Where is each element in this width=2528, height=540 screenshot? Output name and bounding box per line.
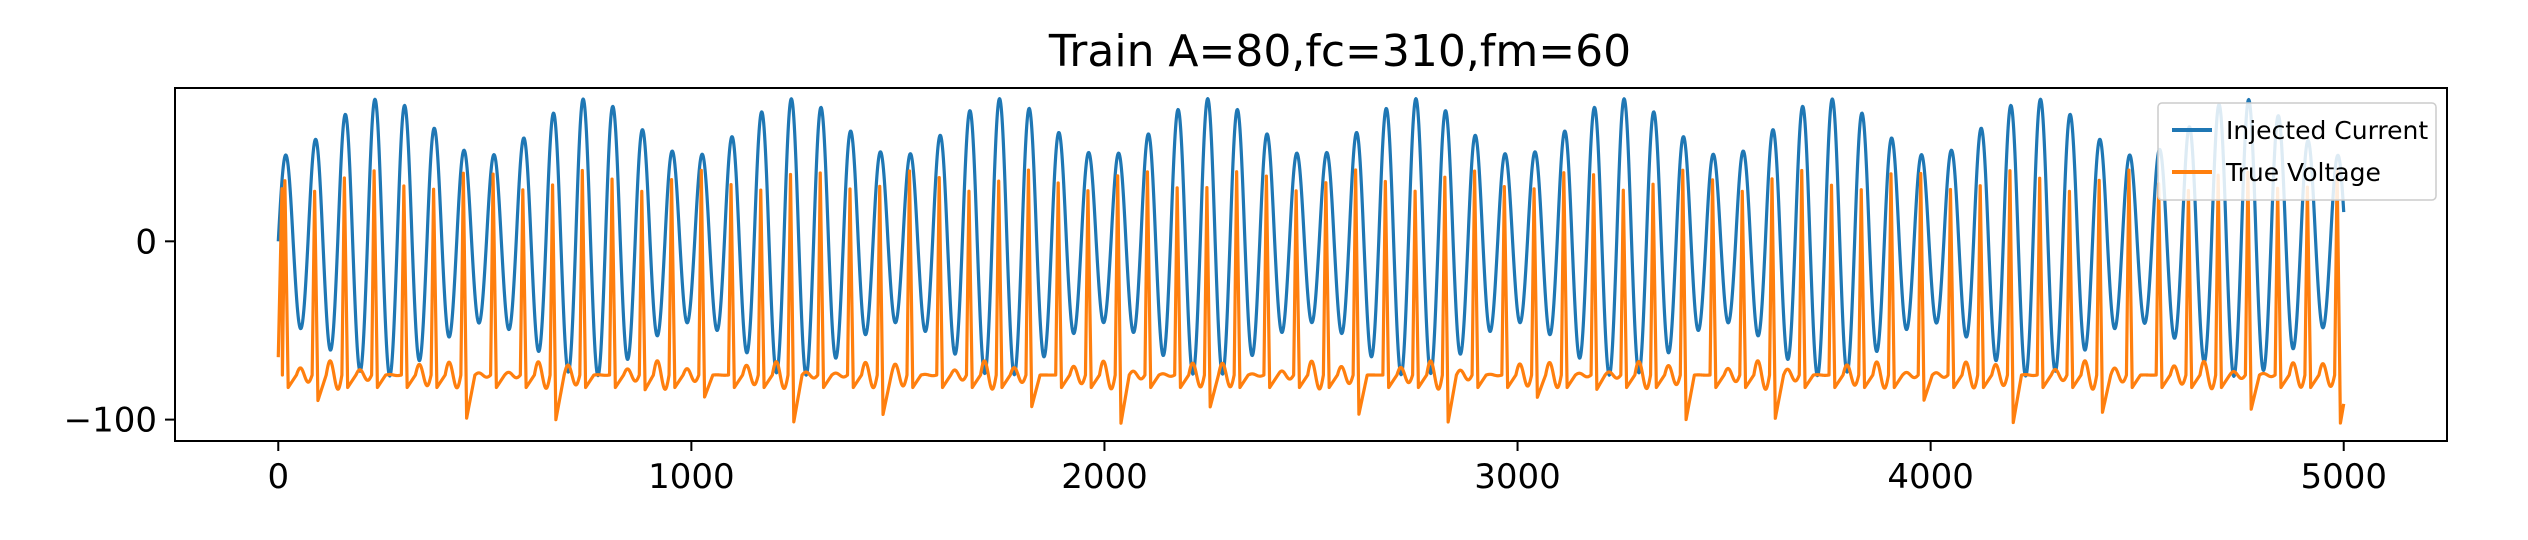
- series-injected-current: [276, 97, 2346, 378]
- x-tick-label: 0: [267, 457, 289, 497]
- y-tick-label: −100: [64, 401, 157, 441]
- x-tick-label: 4000: [1887, 457, 1974, 497]
- x-tick-label: 2000: [1061, 457, 1148, 497]
- legend-label-true-voltage: True Voltage: [2225, 158, 2381, 187]
- series-true-voltage: [276, 168, 2346, 425]
- y-axis: 0 −100: [64, 222, 175, 441]
- y-tick-label: 0: [135, 222, 157, 262]
- chart-title: Train A=80,fc=310,fm=60: [1048, 26, 1631, 77]
- legend-label-injected-current: Injected Current: [2226, 116, 2428, 145]
- x-tick-label: 1000: [648, 457, 735, 497]
- x-tick-label: 5000: [2300, 457, 2387, 497]
- plot-frame: [174, 87, 2448, 442]
- x-axis: 0 1000 2000 3000 4000 5000: [267, 441, 2387, 497]
- series-layer: [276, 97, 2346, 425]
- x-tick-label: 3000: [1474, 457, 1561, 497]
- legend: Injected Current True Voltage: [2157, 102, 2437, 201]
- legend-box: [2157, 102, 2437, 201]
